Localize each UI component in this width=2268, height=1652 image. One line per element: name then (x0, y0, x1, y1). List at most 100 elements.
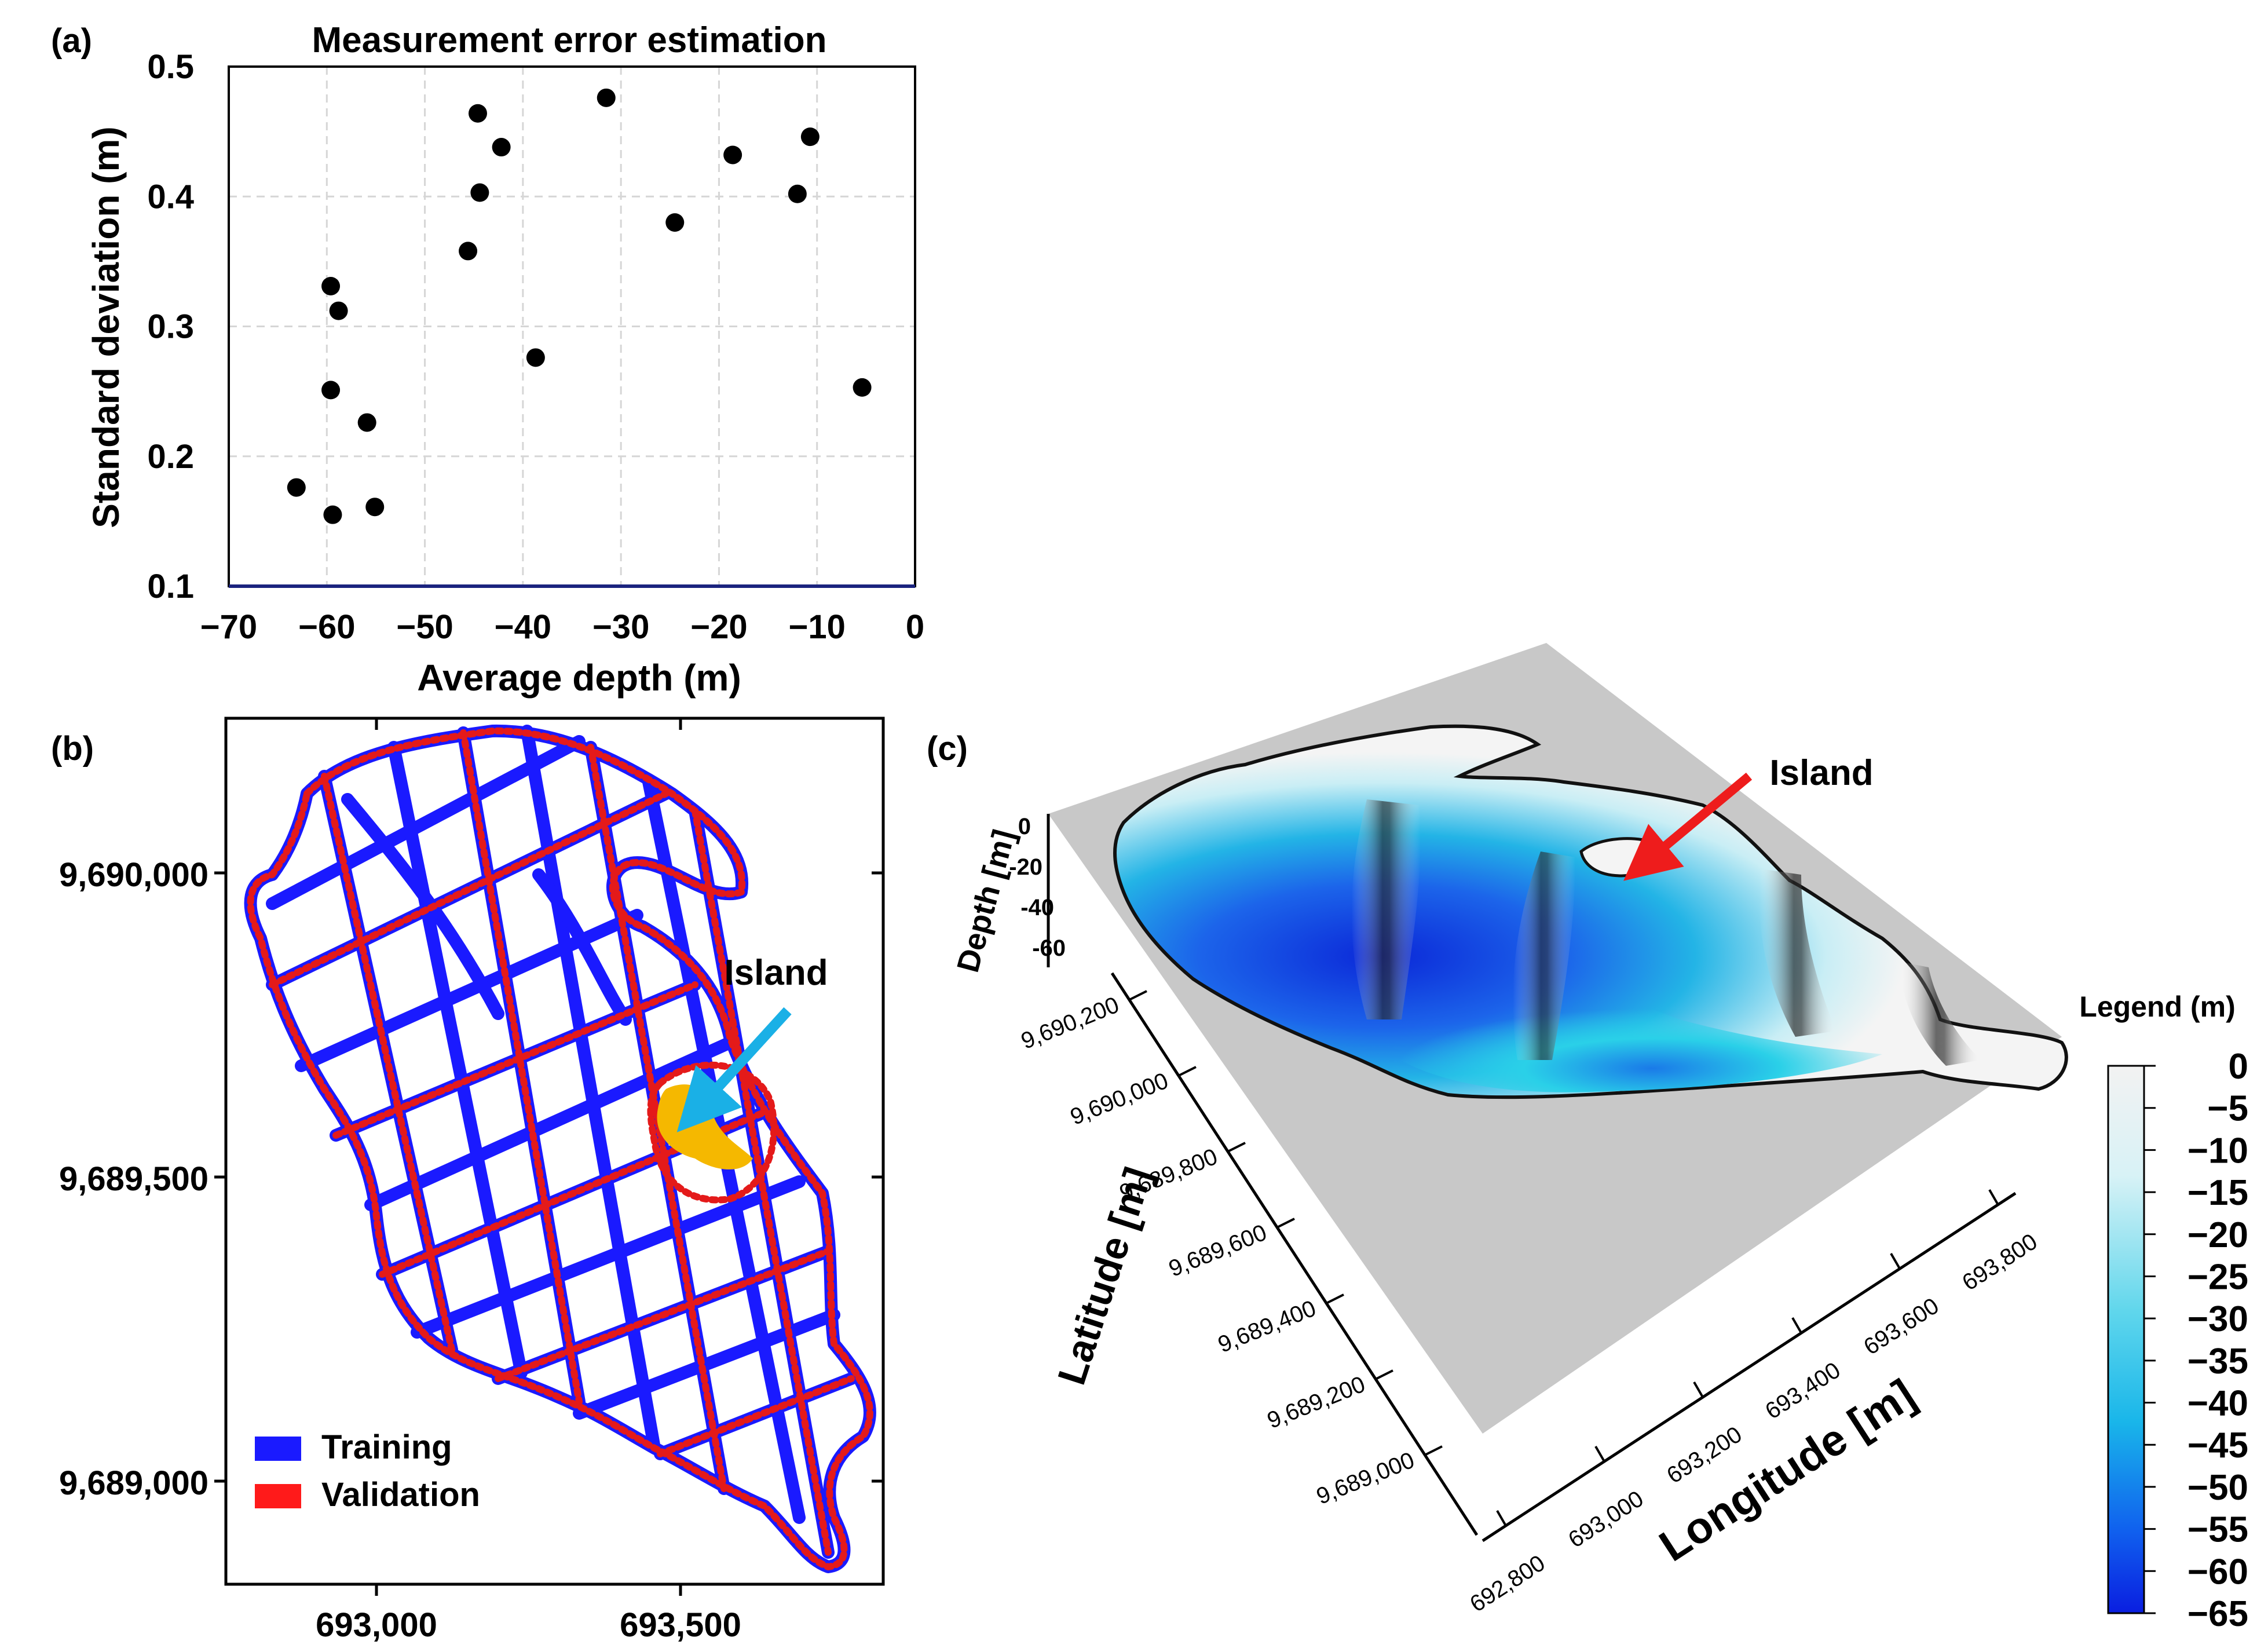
lake-surface (1113, 724, 2068, 1099)
legend-swatch-training (255, 1437, 301, 1461)
panel-c-letter: (c) (927, 730, 968, 767)
scatter-point (665, 213, 685, 232)
depth-tick-0: 0 (1018, 814, 1031, 839)
x-tick-label: −70 (200, 608, 257, 646)
longitude-tick-marks (1496, 1189, 1999, 1526)
x-tick-label: −60 (298, 608, 355, 646)
island-label: Island (724, 953, 828, 993)
latitude-tick-marks (1129, 990, 1443, 1456)
scatter-point (365, 498, 385, 517)
chart-grid (229, 67, 915, 586)
scatter-point (321, 276, 341, 295)
x-tick-label: −50 (396, 608, 453, 646)
lat-tick-9690200: 9,690,200 (1018, 992, 1122, 1054)
colorbar-tick-label: −5 (2207, 1089, 2248, 1129)
x-tick-label: 0 (906, 608, 924, 646)
colorbar-tick-label: −30 (2187, 1299, 2248, 1339)
lat-tick-9690000: 9,690,000 (1067, 1068, 1172, 1130)
x-tick-693500: 693,500 (620, 1606, 741, 1644)
lon-tick-693000: 693,000 (1564, 1486, 1648, 1553)
colorbar-tick-label: −60 (2187, 1552, 2248, 1592)
ridge-shadow-1 (1351, 799, 1421, 1019)
colorbar (2107, 1065, 2145, 1614)
depth-tick-20: -20 (1009, 854, 1042, 880)
depth-tick-60: -60 (1032, 935, 1066, 961)
scatter-point (470, 183, 489, 202)
legend-swatch-validation (255, 1484, 301, 1508)
lon-tick-692800: 692,800 (1465, 1550, 1549, 1617)
legend-label-validation: Validation (321, 1476, 480, 1514)
x-tick-693000: 693,000 (316, 1606, 437, 1644)
island-label-3d: Island (1769, 753, 1873, 793)
scatter-point (468, 104, 487, 123)
scatter-point (723, 145, 742, 165)
y-tick-9689500: 9,689,500 (59, 1160, 208, 1198)
depth-axis-title: Depth [m] (950, 826, 1022, 976)
y-tick-label: 0.3 (147, 308, 194, 346)
scatter-point (287, 478, 306, 497)
lat-tick-9689200: 9,689,200 (1264, 1372, 1369, 1434)
colorbar-tick-label: −65 (2187, 1594, 2248, 1634)
island-arrow (676, 1007, 792, 1132)
x-tick-label: −20 (690, 608, 747, 646)
latitude-axis-line (1110, 972, 1479, 1536)
colorbar-tick-label: −20 (2187, 1215, 2248, 1255)
depth-tick-40: -40 (1020, 895, 1054, 920)
scatter-point (321, 381, 341, 400)
panel-c: (c) Island 0 -20 -40 -60 Depth [m] (927, 643, 2248, 1634)
x-tick-label: −40 (495, 608, 551, 646)
chart-title: Measurement error estimation (312, 20, 827, 60)
colorbar-tick-label: 0 (2229, 1047, 2248, 1087)
colorbar-tick-label: −55 (2187, 1510, 2248, 1550)
island-arrow-3d (1623, 772, 1753, 881)
scatter-point (800, 127, 820, 147)
lat-tick-9689600: 9,689,600 (1165, 1220, 1270, 1282)
legend-label-training: Training (321, 1428, 452, 1466)
validation-tracks (247, 727, 873, 1570)
colorbar-tick-label: −40 (2187, 1384, 2248, 1424)
legend-title: Legend (m) (2079, 991, 2235, 1023)
panel-b-letter: (b) (51, 730, 94, 767)
map-ticks (214, 718, 883, 1596)
lat-tick-9689000: 9,689,000 (1313, 1448, 1418, 1510)
colorbar-tick-label: −15 (2187, 1173, 2248, 1213)
lake-mid-depth (1370, 973, 1882, 1092)
lon-tick-693800: 693,800 (1958, 1229, 2042, 1296)
y-axis-title: Standard deviation (m) (85, 126, 127, 528)
colorbar-tick-label: −10 (2187, 1131, 2248, 1171)
scatter-point (526, 348, 545, 367)
scatter-point (492, 138, 511, 157)
y-tick-label: 0.1 (147, 568, 194, 605)
y-tick-labels: 0.1 0.2 0.3 0.4 0.5 (147, 48, 194, 605)
depth-ticks: 0 -20 -40 -60 (1009, 814, 1066, 961)
ridge-shadow-4 (1900, 962, 1981, 1066)
scatter-point (329, 301, 348, 320)
x-tick-labels: −70 −60 −50 −40 −30 −20 −10 0 (200, 608, 924, 646)
scatter-point (323, 505, 342, 524)
scatter-point (788, 184, 807, 203)
colorbar-tick-label: −35 (2187, 1342, 2248, 1381)
x-axis-title: Average depth (m) (417, 657, 741, 699)
y-tick-label: 0.4 (147, 178, 194, 215)
y-tick-9689000: 9,689,000 (59, 1464, 208, 1502)
lon-tick-693600: 693,600 (1859, 1293, 1943, 1360)
scatter-points (287, 88, 872, 524)
scatter-point (357, 413, 376, 432)
lake-body (1113, 724, 2068, 1099)
panel-a-letter: (a) (51, 22, 92, 60)
y-tick-9690000: 9,690,000 (59, 856, 208, 894)
scatter-point (853, 378, 872, 397)
ridge-shadow-3 (1759, 869, 1836, 1037)
x-tick-label: −30 (592, 608, 649, 646)
x-tick-label: −10 (789, 608, 846, 646)
ridge-shadow-2 (1513, 851, 1575, 1060)
longitude-axis-line (1481, 1192, 2017, 1543)
colorbar-tick-label: −25 (2187, 1257, 2248, 1297)
colorbar-tick-label: −45 (2187, 1426, 2248, 1465)
scatter-point (459, 242, 478, 261)
latitude-axis-title: Latitude [m] (1049, 1162, 1161, 1390)
panel-a: (a) Measurement error estimation −70 −60−… (51, 20, 924, 699)
y-tick-label: 0.5 (147, 48, 194, 86)
scatter-point (597, 88, 616, 107)
